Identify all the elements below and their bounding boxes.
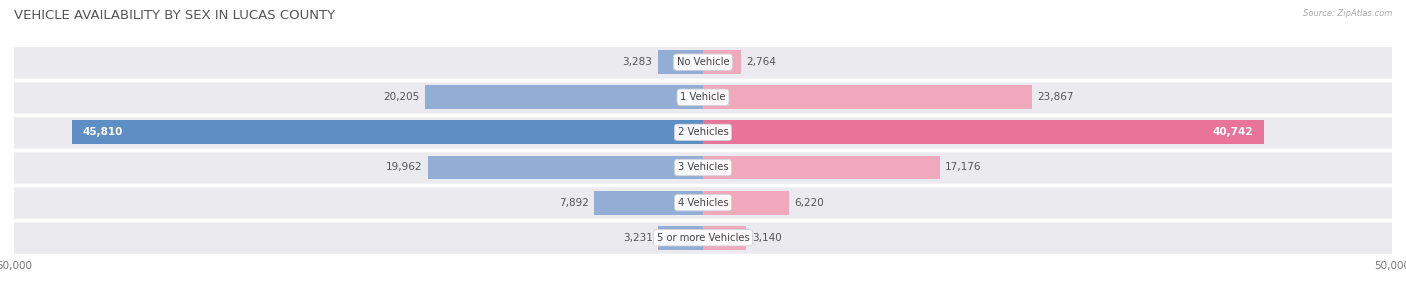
Text: 2 Vehicles: 2 Vehicles [678,127,728,137]
Bar [427,155,703,179]
Bar [703,121,1264,144]
Text: 20,205: 20,205 [382,92,419,102]
Bar [14,150,1392,185]
Bar [14,115,1392,150]
Text: 2,764: 2,764 [747,57,776,67]
Text: 3,140: 3,140 [752,233,782,243]
Bar [703,85,1032,109]
Text: 3,231: 3,231 [623,233,652,243]
Text: 1 Vehicle: 1 Vehicle [681,92,725,102]
Text: Source: ZipAtlas.com: Source: ZipAtlas.com [1302,9,1392,18]
Text: 5 or more Vehicles: 5 or more Vehicles [657,233,749,243]
Bar [14,185,1392,220]
Bar [14,220,1392,255]
Text: 3 Vehicles: 3 Vehicles [678,162,728,173]
Bar [595,191,703,215]
Bar [703,226,747,250]
Text: 19,962: 19,962 [385,162,422,173]
Text: No Vehicle: No Vehicle [676,57,730,67]
Bar [703,50,741,74]
Bar [658,50,703,74]
Text: 4 Vehicles: 4 Vehicles [678,198,728,207]
Bar [703,155,939,179]
Bar [703,191,789,215]
Text: 23,867: 23,867 [1038,92,1074,102]
Bar [14,45,1392,80]
Text: 40,742: 40,742 [1213,127,1253,137]
Text: VEHICLE AVAILABILITY BY SEX IN LUCAS COUNTY: VEHICLE AVAILABILITY BY SEX IN LUCAS COU… [14,9,335,22]
Bar [14,80,1392,115]
Bar [72,121,703,144]
Bar [425,85,703,109]
Text: 7,892: 7,892 [558,198,589,207]
Text: 17,176: 17,176 [945,162,981,173]
Text: 3,283: 3,283 [623,57,652,67]
Text: 45,810: 45,810 [83,127,124,137]
Bar [658,226,703,250]
Text: 6,220: 6,220 [794,198,824,207]
